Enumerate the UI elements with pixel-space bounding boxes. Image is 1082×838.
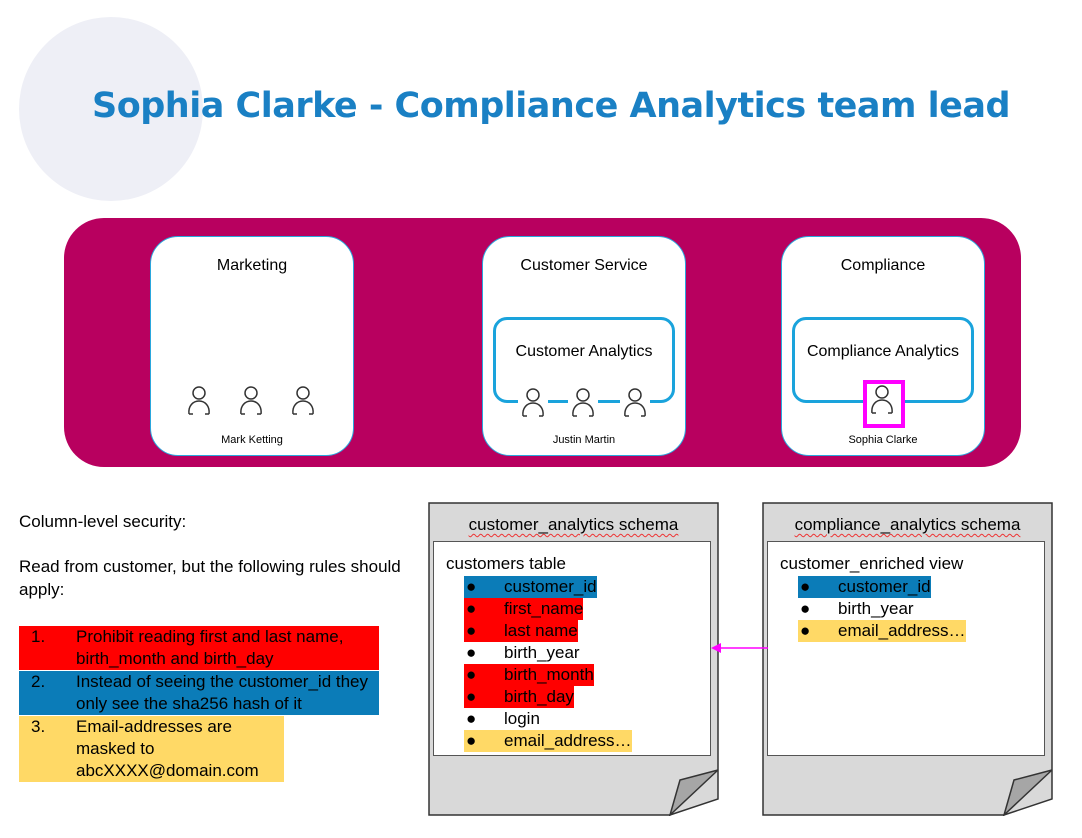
- notes-heading: Column-level security:: [19, 512, 187, 531]
- column-name: birth_year: [504, 643, 580, 662]
- bullet-icon: ●: [800, 621, 811, 640]
- person-name: Justin Martin: [552, 434, 616, 446]
- bullet-icon: ●: [466, 665, 477, 684]
- rule-number: 2.: [31, 672, 46, 691]
- column-item: ● login: [464, 708, 540, 730]
- person-icon: [568, 387, 598, 419]
- column-item: ● email_address…: [464, 730, 632, 752]
- column-item: ● birth_year: [464, 642, 580, 664]
- column-name: last name: [504, 621, 578, 640]
- schema-name: compliance_analytics schema: [794, 515, 1021, 534]
- page-title: Sophia Clarke - Compliance Analytics tea…: [92, 86, 1011, 126]
- dept-name: Marketing: [216, 257, 288, 274]
- dept-marketing: Marketing Mark Ketting: [150, 236, 354, 456]
- arrow-view-to-table: [711, 643, 768, 653]
- rule-item: 1. Prohibit reading first and last name, …: [19, 626, 379, 670]
- rule-number: 3.: [31, 717, 46, 736]
- person-name: Mark Ketting: [221, 434, 283, 446]
- column-name: birth_month: [504, 665, 594, 684]
- table-box: customers table ● customer_id ● first_name ●…: [433, 541, 711, 756]
- rule-text: Instead of seeing the customer_id they o…: [76, 672, 369, 713]
- rule-item: 3. Email-addresses are masked to abcXXXX@…: [19, 716, 284, 782]
- view-name: customer_enriched view: [780, 554, 964, 573]
- schema-customer-analytics: customer_analytics schema customers tabl…: [428, 502, 719, 816]
- column-name: first_name: [504, 599, 584, 618]
- column-name: birth_day: [504, 687, 574, 706]
- column-item: ● last name: [464, 620, 578, 642]
- column-name: email_address…: [838, 621, 966, 640]
- bullet-icon: ●: [800, 599, 811, 618]
- column-name: customer_id: [504, 577, 597, 596]
- dept-customer-service: Customer Service Customer Analytics Just…: [482, 236, 686, 456]
- schema-compliance-analytics: compliance_analytics schema customer_enr…: [762, 502, 1053, 816]
- person-icon: [184, 385, 214, 417]
- column-item: ● email_address…: [798, 620, 966, 642]
- dept-compliance: Compliance Compliance Analytics Sophia C…: [781, 236, 985, 456]
- person-name: Sophia Clarke: [848, 434, 918, 446]
- person-icon: [236, 385, 266, 417]
- column-name: login: [504, 709, 540, 728]
- bullet-icon: ●: [466, 643, 477, 662]
- column-item: ● birth_year: [798, 598, 914, 620]
- column-item: ● first_name: [464, 598, 584, 620]
- column-name: birth_year: [838, 599, 914, 618]
- bullet-icon: ●: [466, 709, 477, 728]
- person-icon: [620, 387, 650, 419]
- view-box: customer_enriched view ● customer_id ● birt…: [767, 541, 1045, 756]
- bullet-icon: ●: [800, 577, 811, 596]
- bullet-icon: ●: [466, 687, 477, 706]
- highlighted-person-icon: [863, 380, 905, 428]
- dept-name: Compliance: [840, 257, 926, 274]
- schema-name: customer_analytics schema: [468, 515, 679, 534]
- person-icon: [518, 387, 548, 419]
- notes-intro: Read from customer, but the following ru…: [19, 557, 401, 599]
- rule-number: 1.: [31, 627, 46, 646]
- bullet-icon: ●: [466, 577, 477, 596]
- decorative-circle: [19, 17, 203, 201]
- column-item: ● birth_month: [464, 664, 594, 686]
- column-item: ● customer_id: [464, 576, 597, 598]
- table-name: customers table: [446, 554, 566, 573]
- bullet-icon: ●: [466, 731, 477, 750]
- bullet-icon: ●: [466, 621, 477, 640]
- person-icon: [288, 385, 318, 417]
- column-item: ● customer_id: [798, 576, 931, 598]
- rule-text: Prohibit reading first and last name, bi…: [76, 627, 344, 668]
- rule-item: 2. Instead of seeing the customer_id they…: [19, 671, 379, 715]
- dept-name: Customer Service: [520, 257, 648, 274]
- column-name: email_address…: [504, 731, 632, 750]
- column-item: ● birth_day: [464, 686, 574, 708]
- bullet-icon: ●: [466, 599, 477, 618]
- rule-text: Email-addresses are masked to abcXXXX@do…: [76, 717, 259, 780]
- column-name: customer_id: [838, 577, 931, 596]
